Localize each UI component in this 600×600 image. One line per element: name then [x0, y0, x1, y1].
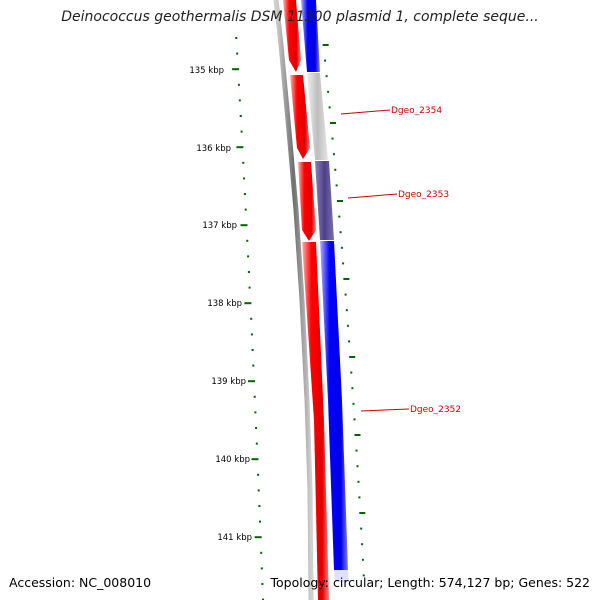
tick-labels: 135 kbp 136 kbp 137 kbp 138 kbp 139 kbp …: [189, 66, 252, 543]
callout-line: [340, 109, 391, 115]
backbone-track: [273, 0, 314, 600]
reverse-gene-block-highlight-purple: [315, 161, 334, 240]
reverse-gene-block: [320, 241, 348, 570]
callout-line: [360, 408, 410, 412]
reverse-gene-block: [301, 0, 320, 72]
position-ruler: [232, 37, 366, 600]
forward-gene-block: [290, 75, 310, 159]
callout-line: [347, 193, 398, 199]
tick-label-139kbp: 139 kbp: [211, 377, 246, 387]
gene-label-dgeo-2352[interactable]: Dgeo_2352: [410, 405, 461, 415]
tick-label-135kbp: 135 kbp: [189, 66, 224, 76]
tick-label-140kbp: 140 kbp: [215, 455, 250, 465]
tick-label-141kbp: 141 kbp: [217, 533, 252, 543]
tick-label-138kbp: 138 kbp: [207, 299, 242, 309]
reverse-gene-block-highlight-gray: [307, 73, 328, 160]
map-title: Deinococcus geothermalis DSM 11300 plasm…: [61, 9, 539, 25]
reverse-gene-block-faded: [334, 570, 349, 582]
gene-label-dgeo-2353[interactable]: Dgeo_2353: [398, 190, 449, 200]
accession-text: Accession: NC_008010: [9, 575, 152, 590]
tick-label-136kbp: 136 kbp: [196, 144, 231, 154]
gene-label-dgeo-2354[interactable]: Dgeo_2354: [391, 106, 442, 116]
gene-callout-dgeo-2354[interactable]: Dgeo_2354: [340, 106, 442, 116]
topology-text: Topology: circular; Length: 574,127 bp; …: [270, 575, 591, 590]
forward-gene-block: [302, 242, 329, 600]
forward-gene-block: [283, 0, 301, 72]
forward-gene-block: [298, 162, 316, 241]
tick-label-137kbp: 137 kbp: [202, 221, 237, 231]
gene-callout-dgeo-2353[interactable]: Dgeo_2353: [347, 190, 449, 200]
gene-callout-dgeo-2352[interactable]: Dgeo_2352: [360, 405, 461, 415]
